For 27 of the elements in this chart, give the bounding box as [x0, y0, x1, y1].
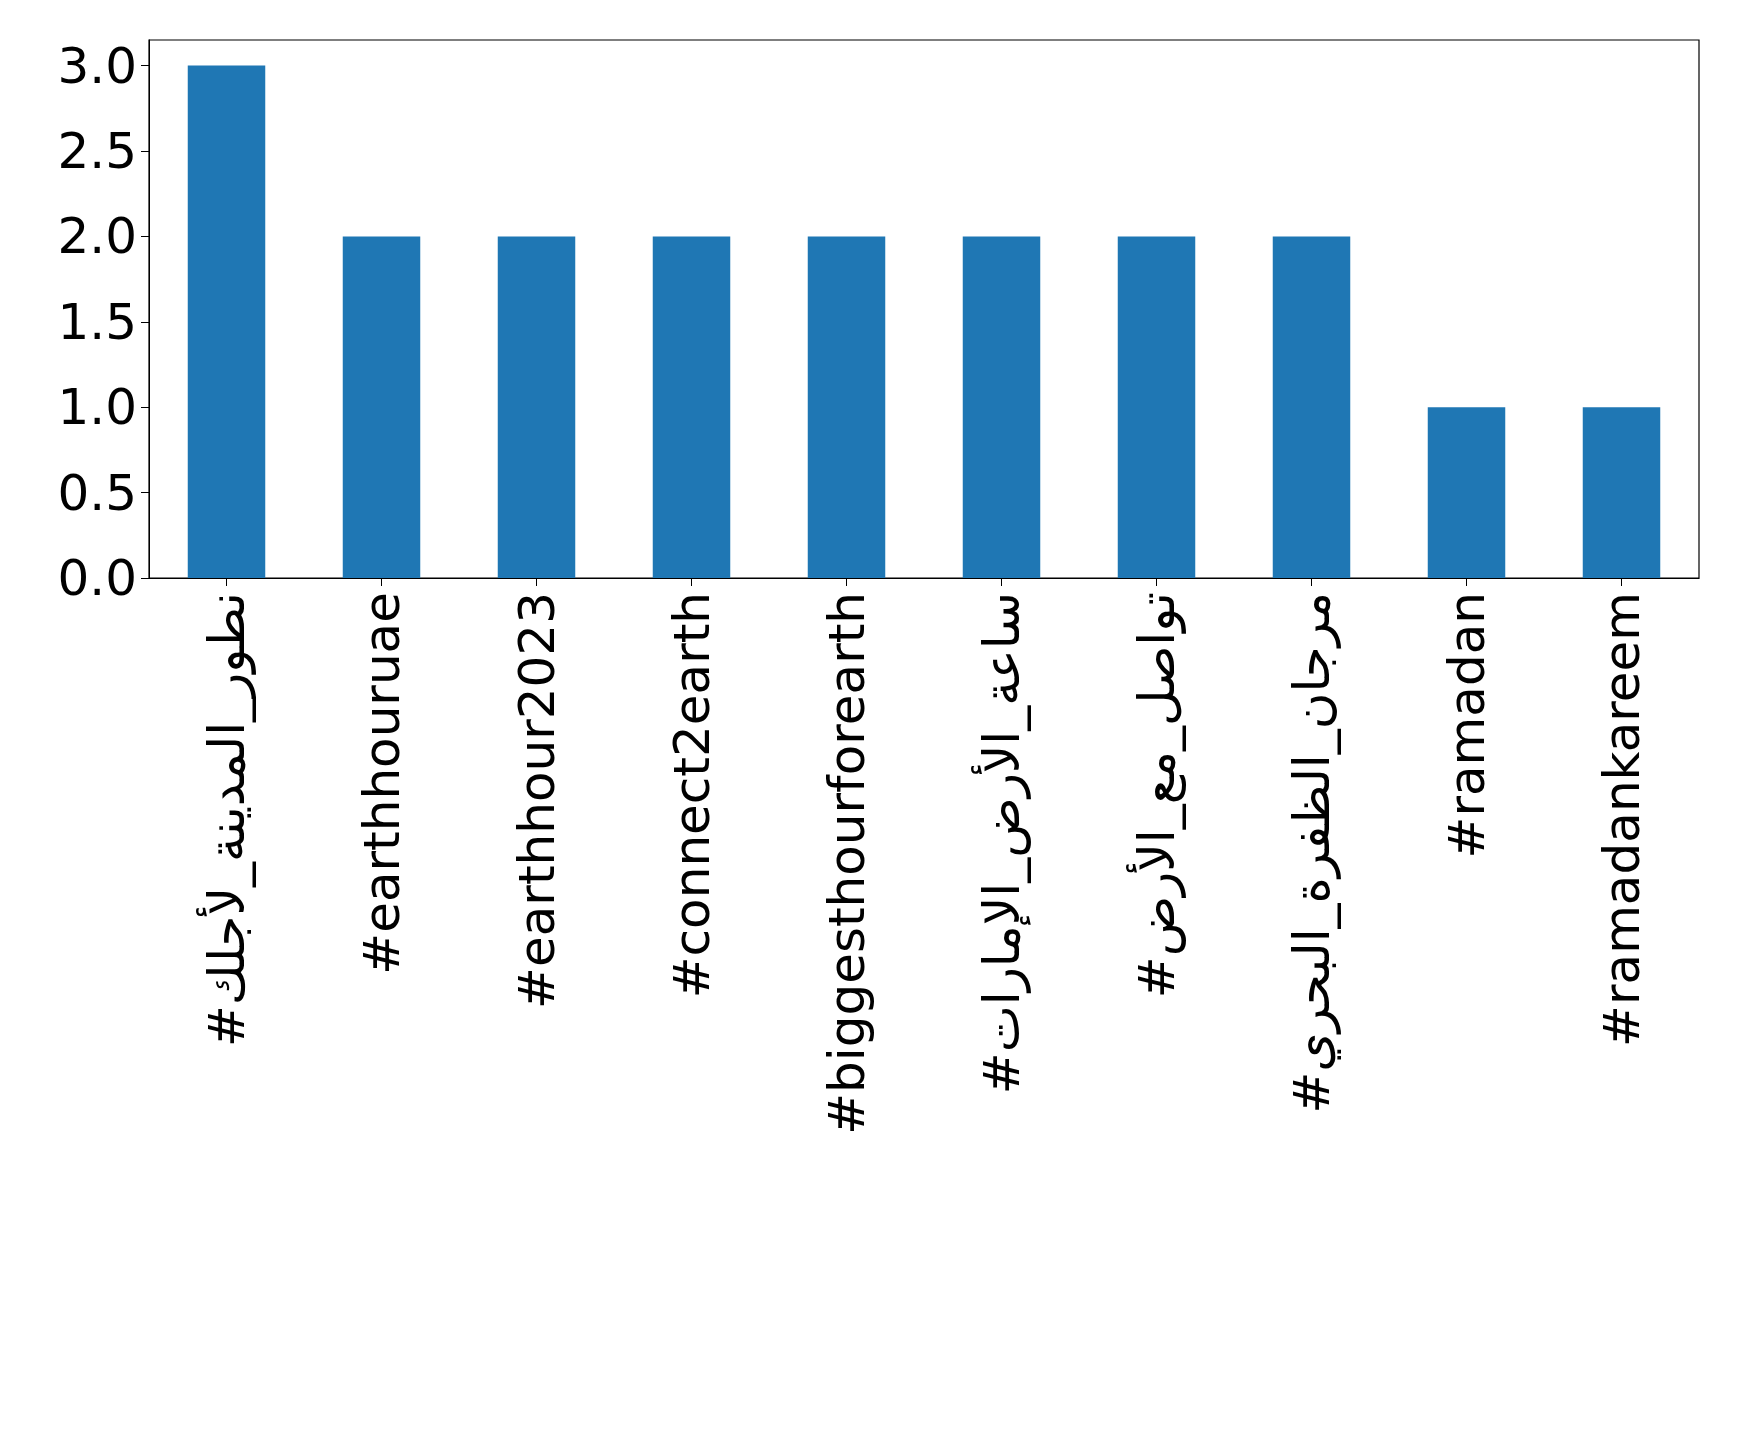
x-tick-label: #ساعة_الأرض_الإمارات [970, 592, 1031, 1095]
y-tick-label: 2.0 [57, 207, 137, 266]
x-tick-label: #مرجان_الظفرة_البحري [1282, 592, 1341, 1114]
bar [1117, 236, 1196, 578]
x-tick-label: #connect2earth [662, 592, 721, 999]
y-tick-label: 1.5 [57, 292, 137, 351]
x-tick-label: #ramadan [1437, 592, 1496, 859]
bar [1272, 236, 1351, 578]
bar [497, 236, 576, 578]
bar [1582, 407, 1661, 578]
x-tick-label: #نطور_المدينة_لأجلك [195, 592, 256, 1048]
bar [1427, 407, 1506, 578]
y-tick-label: 1.0 [57, 378, 137, 437]
y-tick-label: 2.5 [57, 122, 137, 181]
y-tick-label: 0.5 [57, 463, 137, 522]
y-tick-label: 3.0 [57, 36, 137, 95]
bar [807, 236, 886, 578]
x-tick-label: #earthhour2023 [507, 592, 566, 1009]
bar [342, 236, 421, 578]
x-tick-label: #ramadankareem [1592, 592, 1651, 1047]
bar [962, 236, 1041, 578]
bar [652, 236, 731, 578]
bar [187, 65, 266, 578]
x-tick-label: #biggesthourforearth [817, 592, 876, 1135]
x-tick-label: #تواصل_مع_الأرض [1125, 592, 1187, 999]
y-tick-label: 0.0 [57, 549, 137, 607]
x-tick-label: #earthhouruae [352, 592, 411, 975]
